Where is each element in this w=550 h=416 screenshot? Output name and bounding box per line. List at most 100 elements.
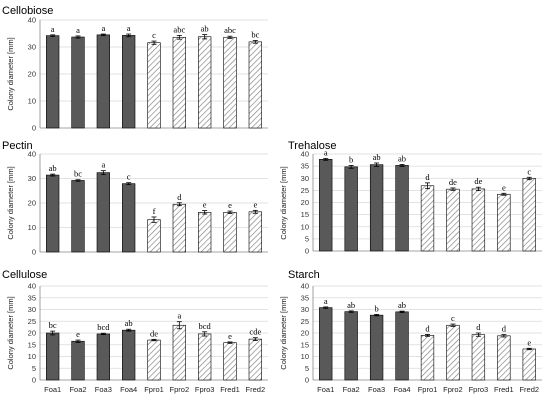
chart-panel-starch: Starch Colony diameter [mm] 0 5 10 15 20 25 30 35… xyxy=(279,269,542,394)
bar-fred2 xyxy=(522,178,536,252)
bar-fred2 xyxy=(248,338,262,381)
bar-fpro3 xyxy=(471,334,486,381)
bar-foa1 xyxy=(46,174,60,253)
bar-fred1 xyxy=(223,342,237,381)
x-tick-label: Fpro2 xyxy=(170,385,190,394)
significance-label: ab xyxy=(49,163,57,173)
x-tick-label: Foa1 xyxy=(317,385,334,394)
error-bar xyxy=(227,210,233,214)
error-bar xyxy=(75,35,81,39)
y-tick-label: 40 xyxy=(28,16,36,25)
significance-label: c xyxy=(152,30,156,40)
error-bar xyxy=(475,186,481,192)
y-tick-label: 15 xyxy=(301,340,309,349)
y-tick-label: 10 xyxy=(28,97,36,106)
significance-label: d xyxy=(177,192,182,202)
error-bar xyxy=(399,164,405,167)
bar-fpro3 xyxy=(198,333,212,381)
y-tick-label: 0 xyxy=(305,247,309,256)
bar-fred2 xyxy=(522,348,536,381)
panel-title: Starch xyxy=(288,269,320,281)
bar-fpro1 xyxy=(147,339,161,381)
x-tick-label: Foa3 xyxy=(95,385,112,394)
error-bar xyxy=(501,334,507,338)
bar-fpro2 xyxy=(172,203,186,253)
y-tick-label: 25 xyxy=(301,186,309,195)
x-tick-label: Fpro1 xyxy=(418,385,438,394)
x-tick-label: Fpro3 xyxy=(469,385,489,394)
significance-label: ab xyxy=(373,152,381,162)
significance-label: de xyxy=(449,177,457,187)
bar-fred2 xyxy=(248,211,262,253)
bar-fpro3 xyxy=(198,212,212,253)
panel-title: Cellulose xyxy=(2,269,47,281)
significance-label: a xyxy=(324,296,328,306)
bar-fpro1 xyxy=(147,42,161,129)
error-bar xyxy=(252,337,258,341)
y-tick-label: 20 xyxy=(28,329,36,338)
error-bar xyxy=(450,323,456,327)
error-bar xyxy=(75,179,81,182)
y-tick-label: 15 xyxy=(28,340,36,349)
y-tick-label: 10 xyxy=(301,352,309,361)
error-bar xyxy=(50,330,56,336)
significance-label: d xyxy=(425,323,430,333)
significance-label: ab xyxy=(201,24,209,34)
bar-fpro1 xyxy=(147,219,161,253)
significance-label: bcd xyxy=(199,321,212,331)
significance-label: ab xyxy=(398,300,406,310)
y-tick-label: 20 xyxy=(28,70,36,79)
error-bar xyxy=(475,332,481,337)
significance-label: b xyxy=(349,154,353,164)
y-tick-label: 10 xyxy=(301,222,309,231)
x-tick-label: Foa4 xyxy=(120,385,137,394)
bar-foa1 xyxy=(319,159,333,252)
bar-foa4 xyxy=(395,311,409,381)
error-bar xyxy=(202,34,208,40)
chart-panels: Cellobiose Colony diameter [mm] 0 10 20 30 40 a… xyxy=(2,5,542,394)
significance-label: d xyxy=(476,322,481,332)
significance-label: c xyxy=(127,172,131,182)
significance-label: e xyxy=(76,329,80,339)
error-bar xyxy=(100,33,106,37)
bar-fpro2 xyxy=(172,36,186,129)
y-axis-label: Colony diameter [mm] xyxy=(279,296,288,369)
error-bar xyxy=(252,209,258,214)
significance-label: e xyxy=(502,182,506,192)
bar-fpro3 xyxy=(471,188,486,252)
significance-label: abc xyxy=(173,24,185,34)
bar-fpro2 xyxy=(446,324,460,381)
bar-fred1 xyxy=(497,335,511,381)
x-tick-label: Fred1 xyxy=(494,385,514,394)
error-bar xyxy=(100,170,106,175)
bar-fpro2 xyxy=(446,188,460,252)
bar-foa4 xyxy=(395,165,409,252)
significance-label: c xyxy=(451,313,455,323)
y-tick-label: 20 xyxy=(301,329,309,338)
chart-panel-pectin: Pectin Colony diameter [mm] 0 10 20 30 40 ab bc a… xyxy=(2,140,268,257)
y-tick-label: 0 xyxy=(32,248,36,257)
significance-label: ab xyxy=(125,318,133,328)
y-tick-label: 30 xyxy=(28,305,36,314)
y-tick-label: 35 xyxy=(301,293,309,302)
error-bar xyxy=(425,334,430,337)
x-tick-label: Fpro1 xyxy=(144,385,164,394)
bar-foa4 xyxy=(122,183,136,253)
bar-fpro1 xyxy=(420,185,435,252)
bar-foa1 xyxy=(319,307,333,381)
significance-label: bc xyxy=(74,169,82,179)
y-tick-label: 25 xyxy=(28,317,36,326)
bar-foa3 xyxy=(369,164,384,252)
bar-fpro3 xyxy=(198,36,212,129)
bar-foa3 xyxy=(96,34,110,129)
significance-label: a xyxy=(101,160,105,170)
significance-label: e xyxy=(203,200,207,210)
significance-label: cde xyxy=(249,327,261,337)
y-axis-label: Colony diameter [mm] xyxy=(279,166,288,239)
y-tick-label: 10 xyxy=(28,352,36,361)
error-bar xyxy=(348,164,354,169)
bar-fpro1 xyxy=(420,335,435,381)
bar-fred1 xyxy=(223,36,237,129)
x-tick-label: Fred2 xyxy=(519,385,539,394)
significance-label: d xyxy=(425,172,430,182)
